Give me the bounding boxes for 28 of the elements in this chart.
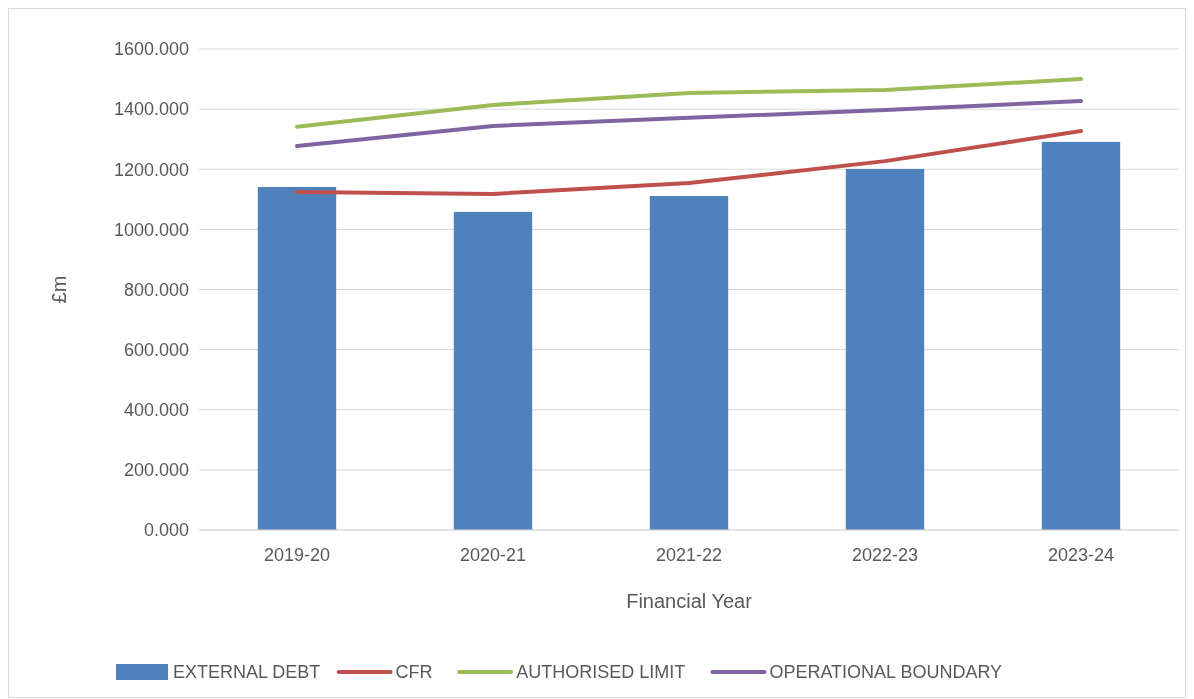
legend-label: EXTERNAL DEBT <box>173 662 321 683</box>
x-tick-label: 2023-24 <box>1047 545 1115 565</box>
y-tick-label: 400.000 <box>123 400 189 421</box>
y-tick-label: 800.000 <box>123 279 189 300</box>
x-tick-label: 2020-21 <box>459 545 527 565</box>
line-series <box>295 77 1083 129</box>
x-tick-label: 2022-23 <box>851 545 919 565</box>
y-tick-label: 1000.000 <box>113 219 189 240</box>
x-axis-title: Financial Year <box>626 590 753 612</box>
bar <box>649 196 729 530</box>
line-series <box>295 129 1083 196</box>
legend-label: AUTHORISED LIMIT <box>516 662 686 683</box>
legend-label: CFR <box>395 662 433 683</box>
bar <box>1041 141 1121 530</box>
y-tick-label: 1400.000 <box>113 99 189 120</box>
y-axis-title: £m <box>48 275 70 304</box>
x-tick-label: 2021-22 <box>655 545 723 565</box>
y-tick-label: 1600.000 <box>113 39 189 60</box>
bar <box>845 168 925 530</box>
y-tick-label: 200.000 <box>123 460 189 481</box>
bar <box>257 186 337 530</box>
y-tick-label: 600.000 <box>123 339 189 360</box>
y-tick-label: 0.000 <box>143 520 189 541</box>
legend-label: OPERATIONAL BOUNDARY <box>769 662 1003 683</box>
bar <box>453 211 533 530</box>
x-tick-label: 2019-20 <box>263 545 331 565</box>
line-series <box>295 99 1083 149</box>
y-tick-label: 1200.000 <box>113 159 189 180</box>
